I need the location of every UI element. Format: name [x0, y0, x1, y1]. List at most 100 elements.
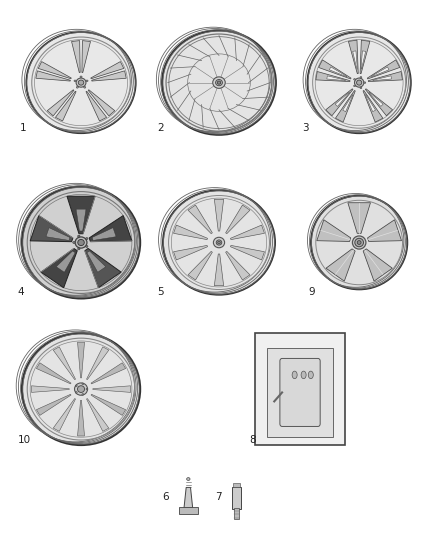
- Polygon shape: [87, 399, 109, 431]
- Polygon shape: [36, 394, 71, 415]
- Ellipse shape: [301, 371, 306, 378]
- Polygon shape: [36, 363, 71, 384]
- Ellipse shape: [353, 236, 366, 249]
- Polygon shape: [318, 60, 351, 79]
- Polygon shape: [353, 51, 357, 69]
- Polygon shape: [53, 347, 75, 379]
- Ellipse shape: [360, 77, 362, 78]
- Ellipse shape: [75, 392, 77, 393]
- Ellipse shape: [218, 241, 220, 244]
- Ellipse shape: [187, 478, 190, 480]
- Polygon shape: [316, 71, 350, 82]
- Polygon shape: [326, 249, 355, 281]
- Ellipse shape: [73, 241, 75, 244]
- Polygon shape: [86, 91, 106, 121]
- Ellipse shape: [357, 240, 361, 245]
- Polygon shape: [78, 400, 85, 436]
- Ellipse shape: [353, 78, 356, 80]
- Polygon shape: [230, 225, 265, 240]
- Polygon shape: [56, 91, 76, 121]
- Polygon shape: [91, 394, 126, 415]
- Ellipse shape: [86, 389, 88, 390]
- Ellipse shape: [311, 196, 407, 289]
- Polygon shape: [226, 252, 250, 280]
- Polygon shape: [188, 205, 212, 233]
- Ellipse shape: [360, 87, 362, 88]
- Ellipse shape: [364, 82, 366, 83]
- Bar: [233, 482, 240, 487]
- Bar: [255, 333, 345, 445]
- Polygon shape: [88, 90, 115, 116]
- Polygon shape: [188, 252, 212, 280]
- Polygon shape: [369, 92, 383, 107]
- Polygon shape: [335, 92, 350, 107]
- Polygon shape: [47, 90, 74, 116]
- Ellipse shape: [217, 81, 221, 84]
- Polygon shape: [365, 95, 375, 111]
- Polygon shape: [82, 41, 91, 72]
- Ellipse shape: [78, 235, 80, 237]
- Polygon shape: [91, 62, 124, 79]
- Ellipse shape: [357, 80, 362, 85]
- Polygon shape: [184, 487, 193, 508]
- FancyBboxPatch shape: [280, 358, 320, 426]
- Polygon shape: [85, 248, 121, 288]
- Ellipse shape: [82, 383, 84, 384]
- Polygon shape: [329, 67, 347, 77]
- Polygon shape: [30, 215, 73, 241]
- Polygon shape: [78, 342, 85, 378]
- Polygon shape: [343, 95, 353, 111]
- Polygon shape: [326, 89, 353, 116]
- Bar: [267, 348, 333, 437]
- Ellipse shape: [355, 238, 364, 247]
- Polygon shape: [365, 89, 392, 116]
- Ellipse shape: [76, 86, 78, 88]
- Polygon shape: [363, 91, 383, 122]
- Ellipse shape: [22, 187, 140, 298]
- Text: 5: 5: [158, 287, 164, 296]
- Polygon shape: [317, 220, 351, 241]
- Polygon shape: [32, 386, 69, 392]
- Polygon shape: [373, 76, 392, 80]
- Polygon shape: [91, 363, 126, 384]
- Polygon shape: [36, 71, 71, 81]
- Ellipse shape: [213, 77, 225, 88]
- Ellipse shape: [82, 394, 84, 395]
- Polygon shape: [76, 209, 86, 231]
- Ellipse shape: [78, 239, 84, 246]
- Polygon shape: [230, 245, 265, 260]
- Ellipse shape: [162, 30, 276, 135]
- Text: 8: 8: [249, 435, 255, 445]
- Polygon shape: [53, 399, 75, 431]
- Polygon shape: [327, 76, 346, 80]
- Text: 10: 10: [18, 435, 31, 445]
- Polygon shape: [92, 71, 126, 81]
- Ellipse shape: [80, 76, 82, 78]
- Polygon shape: [93, 386, 131, 392]
- Text: 7: 7: [215, 492, 222, 502]
- Ellipse shape: [78, 80, 84, 85]
- Text: 6: 6: [162, 492, 169, 502]
- Polygon shape: [367, 60, 400, 79]
- Polygon shape: [363, 249, 392, 281]
- Bar: [234, 508, 239, 519]
- Ellipse shape: [74, 383, 88, 395]
- Ellipse shape: [85, 238, 88, 239]
- Polygon shape: [173, 225, 208, 240]
- Polygon shape: [57, 251, 75, 272]
- Polygon shape: [71, 41, 80, 72]
- Ellipse shape: [216, 240, 222, 245]
- Ellipse shape: [215, 79, 223, 86]
- Polygon shape: [348, 40, 358, 74]
- Polygon shape: [348, 203, 371, 233]
- Ellipse shape: [74, 80, 76, 82]
- Ellipse shape: [354, 78, 364, 87]
- Ellipse shape: [84, 86, 86, 88]
- Ellipse shape: [292, 371, 297, 378]
- Polygon shape: [360, 40, 370, 74]
- FancyBboxPatch shape: [232, 487, 241, 509]
- Ellipse shape: [307, 32, 411, 133]
- Text: 9: 9: [309, 287, 315, 296]
- Ellipse shape: [78, 248, 80, 250]
- Polygon shape: [38, 62, 71, 79]
